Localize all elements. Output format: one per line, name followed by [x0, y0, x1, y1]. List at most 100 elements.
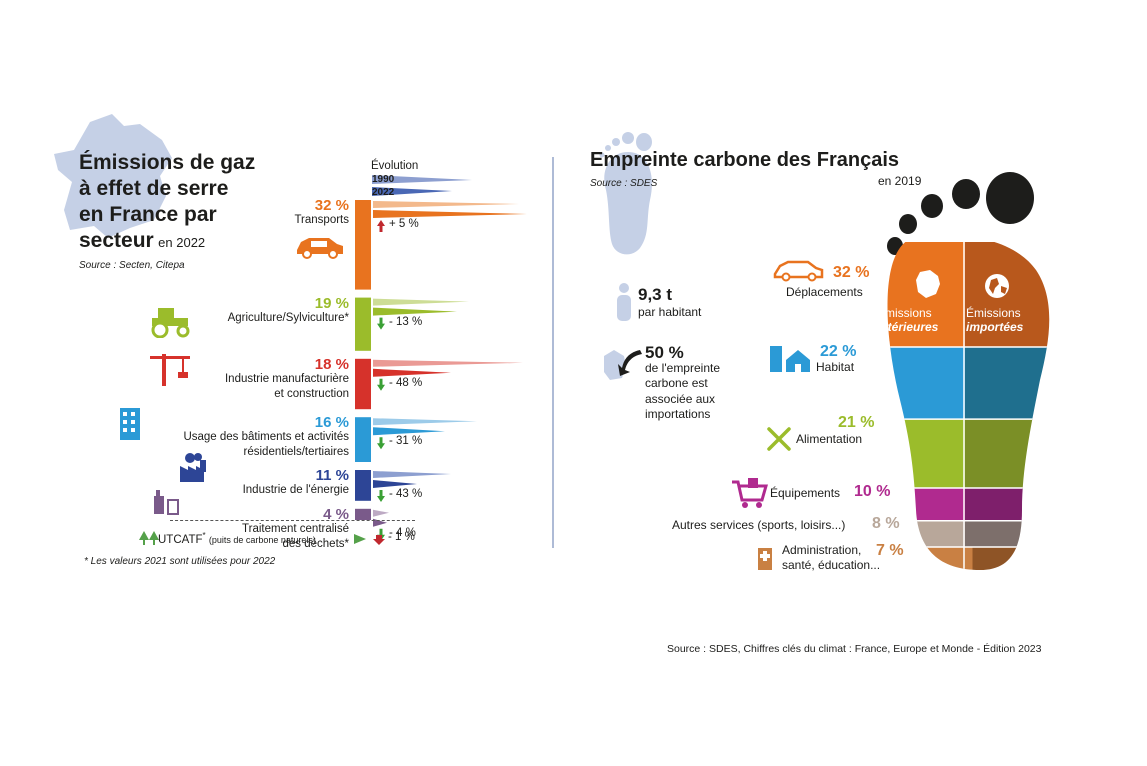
sector-bar-1 [355, 297, 371, 351]
left-title-line-3: en France par [79, 203, 217, 226]
evolution-arrow-1 [377, 317, 385, 330]
footprint-imported-4 [965, 520, 1050, 548]
footprint-imported-2 [965, 419, 1050, 489]
car-icon [297, 238, 343, 259]
share-label-3: 16 % [314, 414, 349, 432]
footprint-share-1: 22 % [820, 343, 857, 360]
legend-year-2022: 2022 [372, 187, 395, 198]
evolution-label-2: - 48 % [389, 376, 423, 389]
evolution-arrow-4 [377, 490, 385, 502]
france-arrow-icon [604, 350, 642, 380]
utcatf-divider [170, 520, 415, 521]
left-footnote: * Les valeurs 2021 sont utilisées pour 2… [84, 556, 276, 567]
footprint-label-5-1: santé, éducation... [782, 558, 881, 572]
footprint-imported-3 [965, 488, 1050, 522]
wedge-2022-4 [373, 480, 417, 488]
sector-label-5-1: des déchets* [282, 537, 350, 550]
sector-bar-0 [355, 200, 371, 290]
share-label-4: 11 % [315, 467, 349, 484]
sector-label-2-0: Industrie manufacturière [224, 372, 349, 385]
sector-bar-3 [355, 417, 371, 462]
house-building-icon [770, 346, 810, 372]
bottom-source: Source : SDES, Chiffres clés du climat :… [667, 643, 1042, 655]
footprint-label-0-0: Déplacements [786, 285, 863, 299]
footprint-share-3: 10 % [854, 483, 891, 500]
footprint-label-3-0: Équipements [770, 486, 841, 500]
evolution-label-3: - 31 % [389, 435, 423, 448]
imports-line-1: de l'empreinte [645, 361, 720, 375]
right-year: en 2019 [878, 174, 922, 188]
footprint-imported-5 [972, 547, 1050, 570]
imports-line-2: carbone est [645, 376, 708, 390]
utcatf-row: UTCATF* (puits de carbone naturels) [158, 531, 316, 546]
utcatf-label: UTCATF [158, 533, 203, 546]
france-map-icon [54, 114, 172, 238]
footprint-share-4: 8 % [872, 515, 900, 532]
wedge-2022-2 [373, 368, 451, 377]
utcatf-change: - 1 % [388, 531, 415, 543]
person-icon [617, 283, 631, 321]
footprint-interior-2 [887, 419, 965, 489]
footprint-chart [887, 172, 1050, 570]
share-label-2: 18 % [314, 355, 349, 373]
imported-label-2: importées [966, 320, 1024, 334]
waste-icon [154, 490, 179, 515]
evolution-label: Évolution [371, 160, 419, 172]
imported-label-1: Émissions [966, 306, 1021, 320]
trees-icon [139, 531, 159, 545]
legend-year-1990: 1990 [372, 174, 395, 185]
interior-label-2: intérieures [877, 320, 939, 334]
sector-label-4-0: Industrie de l'énergie [242, 484, 349, 496]
right-title: Empreinte carbone des Français [590, 149, 900, 171]
wedge-2022-3 [373, 427, 445, 436]
utcatf-star: * [202, 531, 206, 540]
toe-4 [899, 214, 917, 234]
building-icon [120, 408, 140, 440]
wedge-1990-3 [373, 418, 477, 426]
imports-line-3: associée aux [645, 392, 716, 406]
globe-icon [985, 274, 1009, 298]
wedge-2022-1 [373, 307, 457, 316]
hospital-icon [758, 548, 772, 570]
toe-2 [952, 179, 980, 209]
wedge-2022-0 [373, 210, 527, 218]
left-title-sector: secteur [79, 229, 154, 252]
utcatf-wedge [354, 534, 385, 545]
wedge-1990-5 [373, 509, 389, 517]
footprint-label-1-0: Habitat [816, 360, 855, 374]
imports-value: 50 % [645, 343, 684, 362]
left-title-year: en 2022 [158, 235, 206, 250]
footprint-interior-1 [887, 346, 965, 420]
sector-label-2-1: et construction [274, 387, 349, 400]
imports-line-4: importations [645, 407, 711, 421]
small-footprint-icon [599, 132, 652, 255]
share-label-1: 19 % [314, 294, 349, 312]
footprint-label-4-0: Autres services (sports, loisirs...) [672, 518, 846, 532]
evolution-arrow-3 [377, 437, 385, 450]
sector-label-1-0: Agriculture/Sylviculture* [227, 311, 349, 324]
fork-knife-icon [767, 427, 791, 451]
right-source: Source : SDES [590, 178, 658, 189]
sector-emissions-chart [355, 200, 527, 541]
footprint-share-2: 21 % [838, 414, 875, 431]
evolution-arrow-2 [377, 378, 385, 391]
left-title-line-4: secteur en 2022 [79, 228, 205, 254]
utcatf-note: (puits de carbone naturels) [208, 534, 316, 545]
share-label-5: 4 % [323, 505, 349, 523]
share-label-0: 32 % [314, 197, 349, 214]
car-orange-icon [773, 260, 824, 282]
evolution-arrow-0 [377, 220, 385, 232]
wedge-1990-2 [373, 359, 523, 367]
sector-bar-4 [355, 470, 371, 501]
footprint-share-5: 7 % [876, 542, 904, 559]
crane-icon [150, 354, 190, 386]
sector-label-3-1: résidentiels/tertiaires [243, 446, 349, 459]
evolution-label-1: - 13 % [389, 315, 423, 328]
sector-label-0-0: Transports [294, 214, 349, 226]
footprint-label-2-0: Alimentation [796, 432, 863, 446]
left-title-line-1: Émissions de gaz [79, 151, 256, 174]
power-plant-icon [180, 453, 206, 482]
per-capita-label: par habitant [638, 305, 702, 319]
footprint-label-5-0: Administration, [782, 543, 862, 557]
